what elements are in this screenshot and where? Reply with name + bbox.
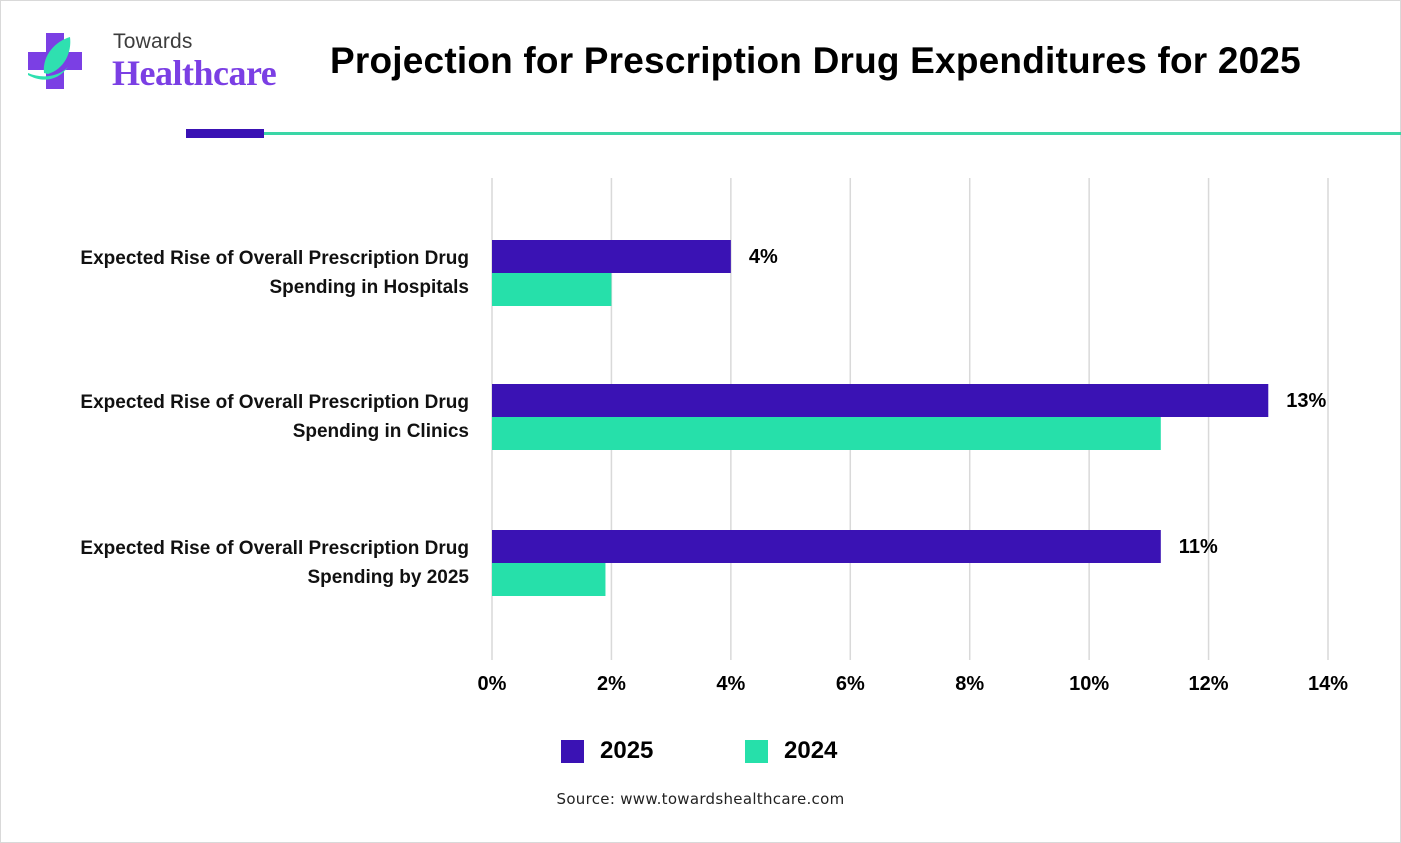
bar-2024-2 [492,563,606,596]
legend-item-2024: 2024 [745,737,837,765]
x-axis-ticks: 0% 2% 4% 6% 8% 10% 12% 14% [478,673,1349,695]
legend-swatch-2025 [561,739,584,763]
bar-2025-1 [492,384,1269,417]
x-tick-label: 12% [1189,673,1229,695]
category-label: Expected Rise of Overall Prescription Dr… [80,538,469,559]
category-labels: Expected Rise of Overall Prescription Dr… [80,248,469,588]
brand-logo: Towards Healthcare [26,30,277,100]
category-label: Spending in Hospitals [269,277,469,298]
category-label: Expected Rise of Overall Prescription Dr… [80,392,469,413]
category-label: Spending in Clinics [293,421,469,442]
bar-2025-0 [492,240,731,273]
bar-2024-1 [492,417,1161,450]
medical-cross-leaf-icon [28,33,82,89]
x-tick-label: 10% [1069,673,1109,695]
bar-2025-2 [492,530,1161,563]
brand-name-bottom: Healthcare [112,53,277,93]
header-accent-line [264,132,1401,135]
chart-title: Projection for Prescription Drug Expendi… [330,40,1301,81]
x-tick-label: 0% [478,673,507,695]
x-tick-label: 14% [1308,673,1348,695]
data-labels: 4% 13% 11% [749,246,1327,558]
header-accent-bar [186,129,264,138]
data-label-2025-1: 13% [1286,390,1326,412]
data-label-2025-0: 4% [749,246,778,268]
data-label-2025-2: 11% [1179,536,1218,558]
x-tick-label: 2% [597,673,626,695]
category-label: Spending by 2025 [307,567,469,588]
brand-name-top: Towards [113,30,193,53]
x-tick-label: 4% [716,673,745,695]
legend-swatch-2024 [745,739,768,763]
legend-label-2025: 2025 [600,737,654,764]
legend-item-2025: 2025 [561,737,653,765]
legend-label-2024: 2024 [784,737,838,764]
x-tick-label: 8% [955,673,984,695]
x-tick-label: 6% [836,673,865,695]
bar-2024-0 [492,273,612,306]
bars [492,240,1269,596]
category-label: Expected Rise of Overall Prescription Dr… [80,248,469,269]
source-note: Source: www.towardshealthcare.com [556,790,845,808]
